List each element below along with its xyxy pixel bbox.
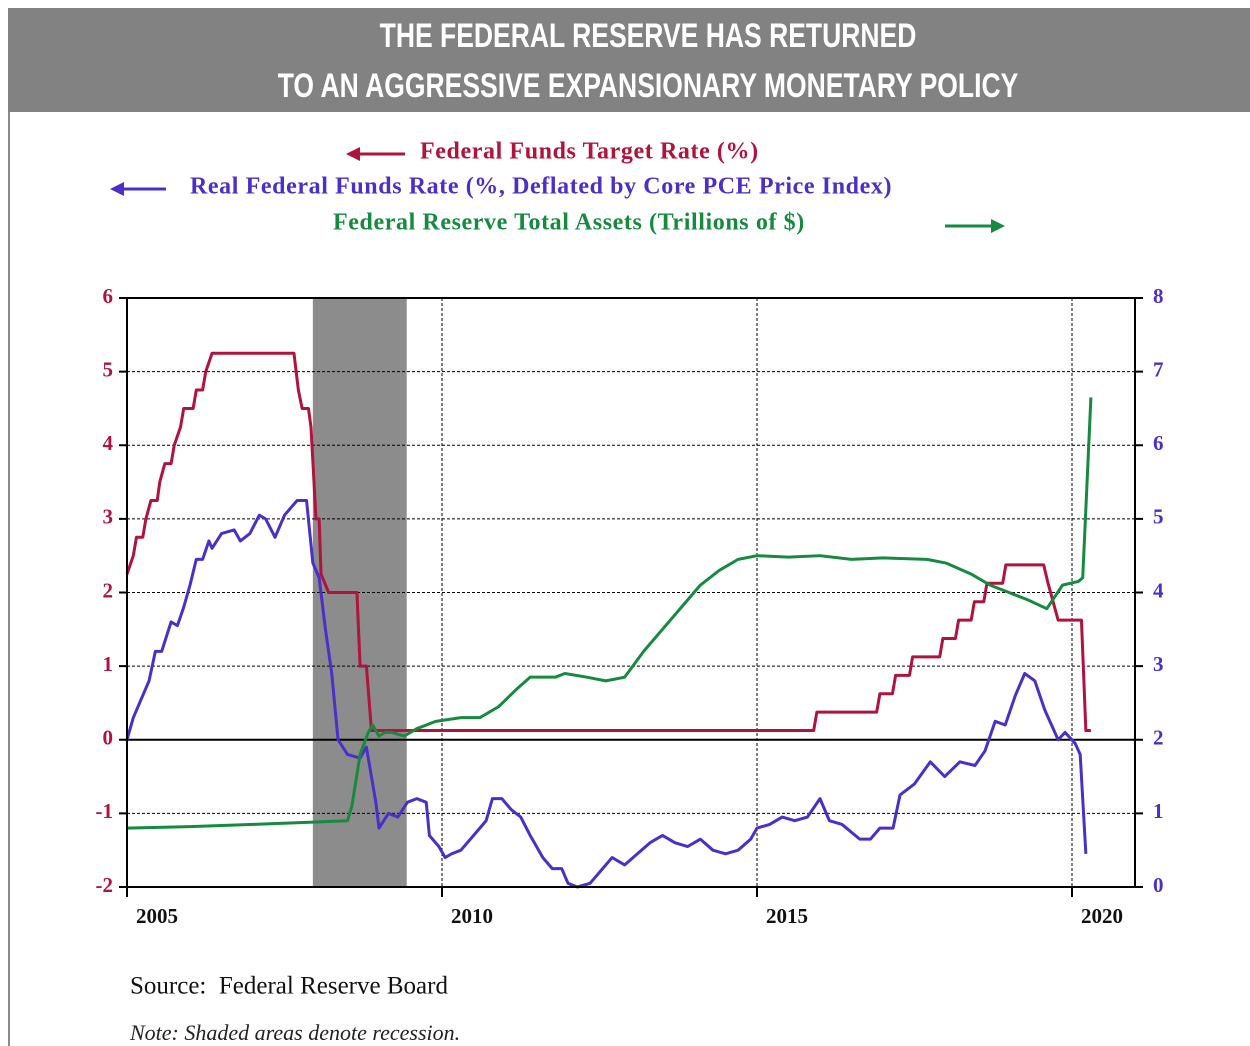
legend-arrow-head [346, 147, 360, 161]
series-line [125, 498, 1088, 889]
legend-label: Real Federal Funds Rate (%, Deflated by … [190, 174, 892, 200]
y2-tick-label: 4 [1153, 578, 1164, 602]
x-tick-label: 2020 [1081, 904, 1123, 928]
note: Note: Shaded areas denote recession. [129, 1020, 460, 1045]
y2-tick-label: 0 [1153, 873, 1164, 897]
chart-title: THE FEDERAL RESERVE HAS RETURNED [380, 17, 917, 55]
x-tick-label: 2010 [451, 904, 493, 928]
legend-arrow-head [110, 182, 124, 196]
y-tick-label: 4 [103, 431, 114, 455]
y-tick-label: 6 [103, 284, 114, 308]
y-tick-label: 1 [103, 652, 114, 676]
y2-tick-label: 2 [1153, 726, 1164, 750]
y2-tick-label: 1 [1153, 799, 1164, 823]
y-tick-label: 5 [103, 357, 114, 381]
x-tick-label: 2005 [136, 904, 178, 928]
y2-tick-label: 5 [1153, 505, 1164, 529]
x-tick-label: 2015 [766, 904, 808, 928]
y-tick-label: -1 [96, 799, 114, 823]
legend-arrow-head [991, 219, 1005, 233]
y2-tick-label: 6 [1153, 431, 1164, 455]
chart-title: TO AN AGGRESSIVE EXPANSIONARY MONETARY P… [278, 67, 1019, 105]
series-line [126, 397, 1093, 830]
title-band [8, 8, 1250, 112]
legend-label: Federal Reserve Total Assets (Trillions … [333, 210, 805, 236]
y-tick-label: 2 [103, 578, 114, 602]
series-line [125, 351, 1091, 733]
plot-frame [126, 297, 1136, 888]
y2-tick-label: 7 [1153, 357, 1164, 381]
y-tick-label: 0 [103, 726, 114, 750]
y-tick-label: 3 [103, 505, 114, 529]
y2-tick-label: 8 [1153, 284, 1164, 308]
y2-tick-label: 3 [1153, 652, 1164, 676]
legend-label: Federal Funds Target Rate (%) [420, 139, 759, 165]
source: Source: Federal Reserve Board [130, 973, 448, 1000]
y-tick-label: -2 [96, 873, 114, 897]
